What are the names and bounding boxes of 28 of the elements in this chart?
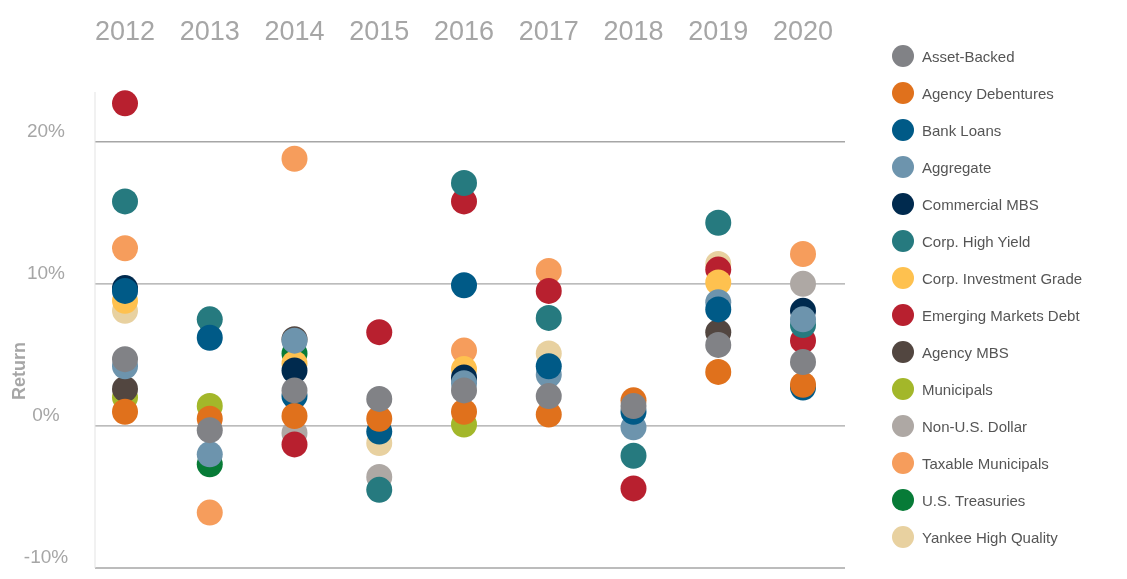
- legend-label: Non-U.S. Dollar: [922, 417, 1028, 435]
- y-tick-label: -10%: [23, 546, 69, 567]
- legend-label: Corp. High Yield: [922, 232, 1031, 250]
- x-tick-label: 2019: [688, 16, 749, 46]
- legend-label: Bank Loans: [922, 121, 1002, 139]
- x-tick-label: 2018: [603, 16, 664, 46]
- legend-label: Agency Debentures: [922, 84, 1054, 102]
- legend-label: Agency MBS: [922, 343, 1009, 361]
- x-tick-label: 2013: [179, 16, 240, 46]
- x-tick-label: 2015: [349, 16, 410, 46]
- legend-label: Aggregate: [922, 158, 992, 176]
- x-tick-label: 2014: [264, 16, 325, 46]
- y-tick-label: 20%: [26, 119, 66, 141]
- y-tick-label: 0%: [32, 403, 60, 425]
- legend-label: Taxable Municipals: [922, 454, 1049, 472]
- legend-label: Yankee High Quality: [922, 528, 1059, 546]
- legend-label: Commercial MBS: [922, 195, 1039, 213]
- legend-label: Corp. Investment Grade: [922, 269, 1083, 287]
- y-tick-label: 10%: [26, 261, 66, 283]
- legend-label: Municipals: [922, 380, 993, 398]
- x-tick-label: 2017: [518, 16, 579, 46]
- x-tick-label: 2020: [772, 16, 834, 46]
- x-tick-label: 2012: [94, 16, 156, 46]
- x-tick-label: 2016: [433, 16, 495, 46]
- legend-label: U.S. Treasuries: [922, 491, 1026, 509]
- legend-label: Emerging Markets Debt: [922, 306, 1081, 324]
- y-axis-title: Return: [9, 341, 29, 400]
- legend-label: Asset-Backed: [922, 47, 1015, 65]
